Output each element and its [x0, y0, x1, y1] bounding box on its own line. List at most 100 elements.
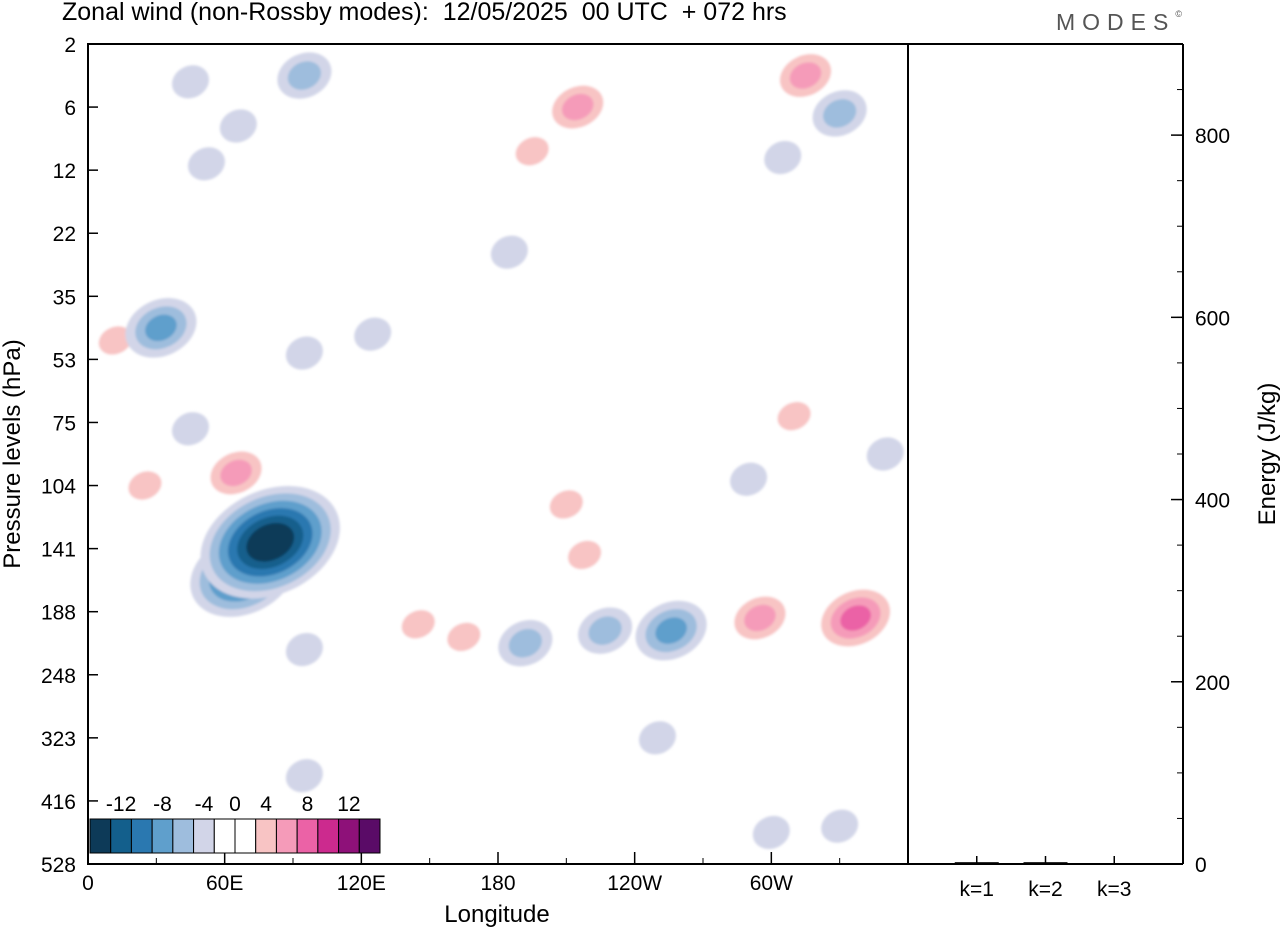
contour-level — [479, 90, 517, 124]
y-tick-label: 35 — [53, 286, 76, 309]
logo-text: MODES — [1056, 9, 1176, 35]
x-tick-label: 60W — [750, 872, 793, 895]
colorbar-swatch — [358, 818, 381, 854]
contour-level — [866, 437, 904, 471]
y-tick-label: 416 — [41, 791, 76, 814]
colorbar-label: -4 — [195, 793, 214, 816]
colorbar-label: 4 — [260, 793, 272, 816]
contour-level — [752, 815, 790, 850]
energy-tick-label: 600 — [1195, 307, 1230, 330]
contour-level — [567, 540, 602, 570]
longitude-axis: 0 60E 120E 180 120W 60W — [82, 852, 841, 895]
y-tick-label: 528 — [41, 854, 76, 877]
contour-level — [549, 490, 583, 519]
y-tick-label: 22 — [53, 223, 76, 246]
colorbar-swatch — [275, 818, 298, 854]
colorbar-label: -8 — [153, 793, 172, 816]
contour-level — [98, 326, 132, 355]
contour-level — [775, 481, 813, 515]
colorbar-label: 8 — [302, 793, 314, 816]
energy-bars: k=1 k=2 k=3 — [954, 856, 1137, 901]
contour-level — [616, 355, 654, 389]
colorbar-label: 12 — [337, 793, 360, 816]
contour-level — [536, 784, 574, 818]
colorbar-label: 0 — [229, 793, 241, 816]
contour-level — [445, 450, 483, 484]
colorbar-swatch — [255, 818, 277, 854]
energy-tick-label: 0 — [1195, 854, 1207, 877]
contour-level — [840, 605, 871, 631]
contour-level — [752, 298, 790, 332]
contour-level — [376, 563, 414, 597]
contour-level — [604, 778, 642, 812]
contour-group — [88, 44, 904, 850]
contour-level — [285, 128, 323, 162]
contour-level — [650, 456, 688, 490]
contour-level — [365, 437, 403, 471]
colorbar-swatch — [234, 818, 257, 854]
colorbar-swatch — [338, 818, 360, 854]
colorbar-swatch — [213, 818, 236, 854]
contour-level — [285, 632, 323, 667]
colorbar-swatch — [151, 818, 174, 854]
y-tick-label: 323 — [41, 728, 76, 751]
contour-level — [730, 248, 768, 282]
energy-axis-title: Energy (J/kg) — [1254, 383, 1280, 526]
contour-level — [187, 147, 225, 181]
bar-category-label: k=3 — [1097, 878, 1131, 901]
modes-logo: MODES© — [1056, 9, 1182, 36]
y-tick-label: 141 — [41, 539, 76, 562]
colorbar-swatch — [89, 818, 112, 854]
x-tick-label: 60E — [206, 872, 243, 895]
contour-level — [255, 530, 285, 555]
contour-level — [145, 314, 177, 342]
contour-level — [561, 93, 594, 121]
contour-level — [655, 617, 687, 644]
contour-level — [764, 140, 802, 175]
y-tick-label: 75 — [53, 412, 76, 435]
contour-level — [777, 401, 811, 431]
contour-level — [128, 471, 162, 500]
y-tick-label: 188 — [41, 602, 76, 625]
contour-level — [823, 99, 857, 128]
contour-level — [821, 809, 859, 843]
wind-contour-field — [88, 44, 904, 850]
contour-level — [128, 44, 166, 74]
contour-level — [643, 122, 681, 156]
colorbar-swatch — [296, 818, 319, 854]
chart-title: Zonal wind (non-Rossby modes): 12/05/202… — [62, 0, 787, 26]
contour-level — [447, 622, 481, 652]
x-tick-label: 120E — [337, 872, 386, 895]
x-tick-label: 120W — [607, 872, 662, 895]
contour-level — [744, 604, 776, 632]
y-tick-label: 6 — [64, 97, 76, 120]
contour-level — [388, 96, 426, 130]
y-tick-label: 53 — [53, 349, 76, 372]
contour-level — [219, 109, 257, 143]
contour-level — [354, 317, 392, 351]
colorbar-swatch — [130, 818, 153, 854]
y-tick-label: 2 — [64, 34, 76, 57]
y-tick-label: 12 — [53, 160, 76, 183]
x-tick-label: 180 — [480, 872, 515, 895]
logo-mark: © — [1175, 9, 1182, 19]
contour-level — [855, 191, 893, 225]
energy-tick-label: 200 — [1195, 672, 1230, 695]
contour-level — [220, 459, 252, 487]
colorbar: -12 -8 -4 0 4 8 12 — [89, 793, 381, 854]
energy-axis: 0 200 400 600 800 — [1171, 43, 1230, 877]
contour-level — [285, 759, 323, 793]
bar-category-label: k=1 — [960, 878, 994, 901]
contour-level — [508, 628, 542, 658]
y-tick-label: 248 — [41, 665, 76, 688]
colorbar-swatch — [172, 818, 195, 854]
contour-level — [638, 721, 676, 755]
x-axis-title: Longitude — [444, 901, 549, 928]
y-tick-label: 104 — [41, 476, 76, 499]
contour-level — [515, 137, 549, 166]
contour-level — [171, 412, 209, 446]
contour-level — [588, 616, 622, 645]
contour-level — [490, 235, 528, 269]
x-tick-label: 0 — [82, 872, 94, 895]
